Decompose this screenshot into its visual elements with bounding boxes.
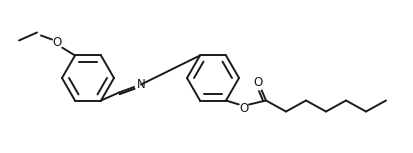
Text: O: O [52,36,62,49]
Text: N: N [136,78,145,91]
Text: O: O [253,76,262,89]
Text: O: O [239,102,248,115]
